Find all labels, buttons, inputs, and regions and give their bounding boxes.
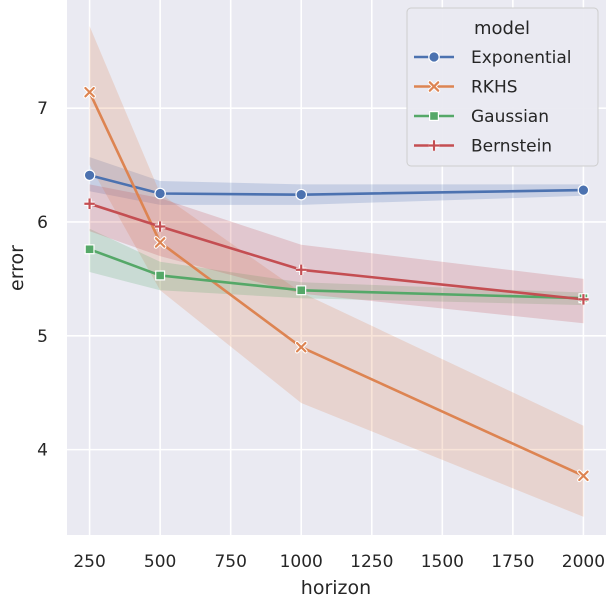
data-point-exponential	[295, 188, 308, 201]
x-tick-label: 1000	[280, 552, 323, 572]
legend-entries: Exponential RKHS Gaussian Bernstein	[414, 48, 572, 157]
x-tick-label: 500	[144, 552, 176, 572]
series-markers	[83, 85, 590, 483]
legend-item-bernstein: Bernstein	[414, 137, 552, 157]
data-point-gaussian	[296, 285, 307, 296]
data-point-bernstein-stroke	[84, 198, 95, 209]
data-point-exponential	[83, 169, 96, 182]
data-point-bernstein	[296, 264, 307, 275]
data-point-rkhs-stroke	[154, 237, 166, 248]
legend-marker-stroke	[428, 81, 440, 92]
series-line-exponential	[88, 173, 585, 196]
y-tick-label: 6	[37, 213, 48, 233]
x-tick-label: 750	[214, 552, 246, 572]
legend: model Exponential RKHS Gaussian Bernstein	[406, 7, 599, 167]
legend-marker	[428, 51, 440, 63]
series-line-bernstein	[88, 202, 585, 301]
legend-title: model	[474, 18, 530, 39]
data-point-rkhs	[83, 85, 96, 99]
data-point-rkhs-stroke	[84, 86, 95, 98]
data-point-gaussian	[155, 270, 166, 281]
data-point-rkhs-stroke	[295, 341, 307, 353]
x-tick-label: 1750	[491, 552, 534, 572]
y-tick-labels: 4 5 6 7	[37, 99, 48, 460]
legend-item-rkhs: RKHS	[414, 78, 518, 98]
data-point-bernstein-stroke	[154, 221, 166, 232]
legend-label: Gaussian	[471, 107, 549, 127]
ci-band-bernstein	[89, 184, 584, 324]
ci-band-gaussian	[89, 228, 584, 306]
data-point-exponential	[154, 187, 166, 200]
x-tick-label: 1500	[421, 552, 464, 572]
data-point-rkhs	[294, 340, 308, 354]
legend-marker	[429, 110, 440, 121]
data-point-bernstein	[154, 221, 166, 232]
series-line-gaussian	[88, 247, 585, 300]
x-axis-label: horizon	[301, 577, 371, 598]
x-tick-label: 250	[73, 552, 105, 572]
data-point-bernstein-stroke	[296, 264, 307, 275]
legend-item-exponential: Exponential	[414, 48, 572, 68]
data-point-rkhs	[577, 469, 590, 483]
legend-marker	[428, 140, 440, 151]
x-tick-label: 2000	[562, 552, 605, 572]
data-point-gaussian	[84, 244, 95, 255]
data-point-bernstein	[84, 198, 95, 209]
legend-item-gaussian: Gaussian	[414, 107, 549, 127]
y-axis-label: error	[6, 245, 28, 291]
data-point-bernstein-stroke	[578, 294, 589, 305]
y-tick-label: 4	[37, 441, 48, 461]
legend-label: Exponential	[471, 48, 572, 68]
legend-label: RKHS	[471, 78, 518, 98]
legend-marker	[427, 80, 441, 93]
y-tick-label: 5	[37, 327, 48, 347]
x-tick-label: 1250	[350, 552, 393, 572]
data-point-exponential	[577, 184, 590, 196]
x-tick-labels: 250 500 750 1000 1250 1500 1750 2000	[73, 552, 605, 572]
data-point-rkhs-stroke	[578, 470, 589, 482]
legend-label: Bernstein	[471, 137, 552, 157]
ci-band-rkhs	[89, 26, 584, 517]
legend-box	[406, 7, 599, 167]
series-lines	[88, 90, 585, 478]
data-point-rkhs	[153, 236, 167, 249]
y-tick-label: 7	[37, 99, 48, 119]
series-line-rkhs	[88, 90, 585, 478]
legend-marker-stroke	[428, 140, 440, 151]
data-point-bernstein	[578, 294, 589, 305]
